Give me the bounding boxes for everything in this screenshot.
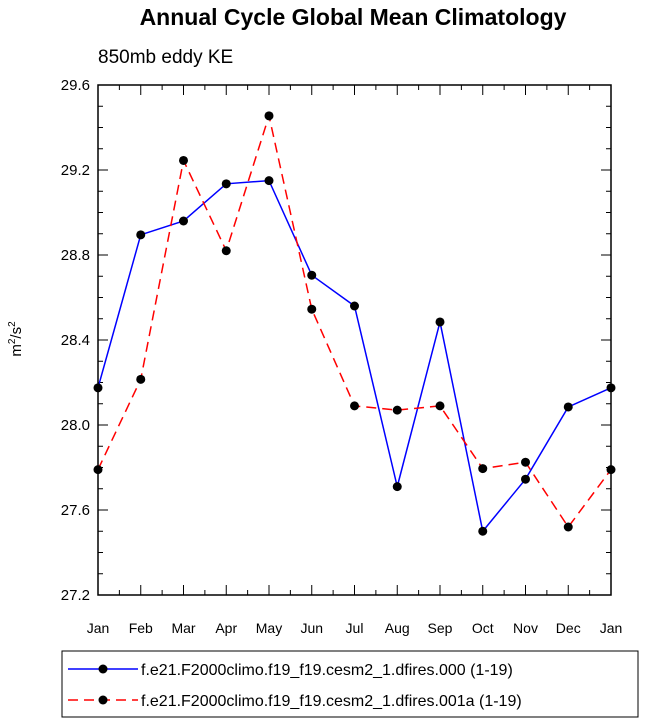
legend: f.e21.F2000climo.f19_f19.cesm2_1.dfires.… — [61, 650, 639, 718]
data-point — [521, 457, 530, 467]
series-2 — [93, 111, 616, 532]
data-point — [563, 522, 573, 532]
legend-item-2: f.e21.F2000climo.f19_f19.cesm2_1.dfires.… — [68, 693, 522, 710]
y-tick-label: 29.2 — [61, 162, 90, 179]
y-tick-label: 29.6 — [61, 77, 90, 94]
legend-marker — [98, 695, 108, 705]
chart-subtitle: 850mb eddy KE — [98, 47, 233, 68]
data-point — [179, 155, 188, 165]
y-axis-label-sup2: 2 — [7, 321, 18, 327]
x-tick-label: Jan — [87, 620, 110, 636]
x-tick-labels: Jan Feb Mar Apr May Jun Jul Aug Sep Oct Nov Dec Jan — [87, 620, 623, 636]
y-axis-label-sup1: 2 — [7, 338, 18, 344]
data-point — [478, 526, 488, 536]
y-tick-label: 27.6 — [61, 502, 90, 519]
data-point — [392, 405, 402, 415]
svg-text:m2/s2: m2/s2 — [7, 321, 25, 357]
axis-ticks — [97, 84, 612, 596]
chart-title: Annual Cycle Global Mean Climatology — [140, 4, 567, 30]
x-tick-label: Aug — [385, 620, 410, 636]
y-tick-labels: 27.2 27.6 28.0 28.4 28.8 29.2 29.6 — [61, 77, 90, 604]
data-point — [563, 402, 573, 412]
data-point — [221, 246, 231, 256]
series-line — [97, 179, 612, 533]
y-axis-label-mid: /s — [8, 327, 25, 339]
data-point — [179, 216, 188, 226]
x-tick-label: Jun — [300, 620, 323, 636]
legend-item-1: f.e21.F2000climo.f19_f19.cesm2_1.dfires.… — [68, 662, 513, 679]
data-point — [350, 301, 359, 311]
data-point — [435, 317, 445, 327]
data-point — [264, 176, 274, 186]
data-point — [307, 304, 317, 314]
data-point — [435, 401, 445, 411]
data-point — [521, 474, 530, 484]
data-point — [478, 464, 488, 474]
data-series — [93, 111, 616, 536]
data-point — [136, 374, 146, 384]
x-tick-label: Nov — [513, 620, 538, 636]
x-tick-label: Dec — [556, 620, 581, 636]
y-tick-label: 28.8 — [61, 247, 90, 264]
y-tick-label: 28.0 — [61, 417, 90, 434]
y-axis-label: m2/s2 — [7, 321, 25, 357]
x-tick-label: Apr — [215, 620, 237, 636]
data-point — [392, 482, 402, 492]
plot-frame — [97, 84, 612, 596]
legend-marker — [98, 664, 108, 674]
legend-label: f.e21.F2000climo.f19_f19.cesm2_1.dfires.… — [141, 662, 513, 679]
x-tick-label: Jul — [346, 620, 364, 636]
data-point — [264, 111, 274, 121]
data-point — [350, 401, 359, 411]
x-tick-label: Sep — [428, 620, 453, 636]
x-tick-label: May — [256, 620, 282, 636]
legend-label: f.e21.F2000climo.f19_f19.cesm2_1.dfires.… — [141, 693, 522, 710]
x-tick-label: Oct — [472, 620, 494, 636]
y-tick-label: 28.4 — [61, 332, 90, 349]
x-tick-label: Mar — [171, 620, 195, 636]
data-point — [307, 270, 317, 280]
series-1 — [93, 176, 616, 536]
x-tick-label: Feb — [129, 620, 153, 636]
x-tick-label: Jan — [600, 620, 623, 636]
legend-box — [61, 650, 639, 718]
y-axis-label-base: m — [8, 344, 25, 357]
data-point — [136, 230, 146, 240]
data-point — [221, 179, 231, 189]
y-tick-label: 27.2 — [61, 587, 90, 604]
